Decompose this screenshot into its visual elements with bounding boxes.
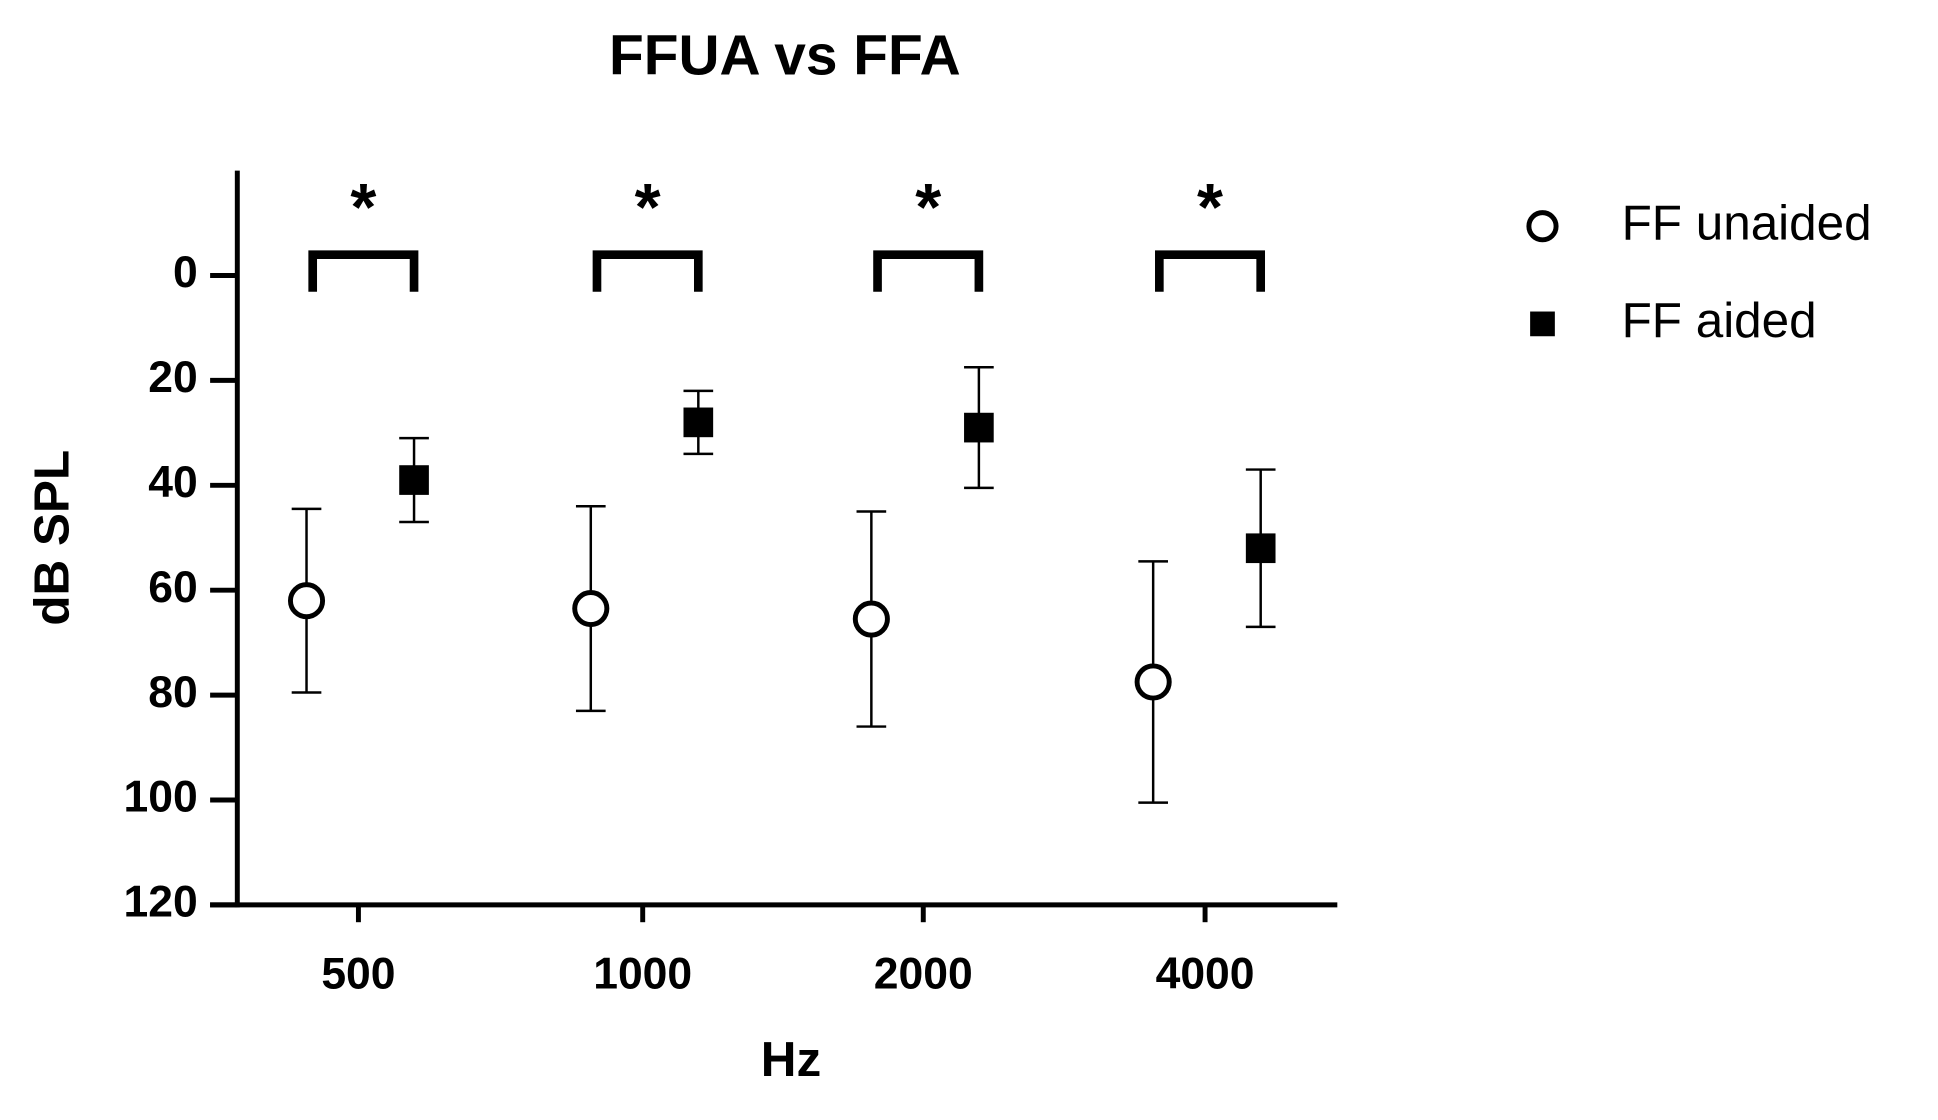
significance-bracket	[308, 250, 419, 292]
significance-label: *	[915, 171, 941, 245]
y-tick-label: 20	[148, 353, 197, 402]
marker	[1245, 533, 1276, 564]
x-tick-label: 4000	[1156, 949, 1255, 998]
y-tick-label: 0	[173, 248, 198, 297]
significance-label: *	[1197, 171, 1223, 245]
marker	[852, 600, 890, 638]
x-tick-label: 1000	[593, 949, 692, 998]
legend-label: FF aided	[1622, 293, 1817, 348]
marker	[683, 407, 714, 438]
marker	[287, 582, 326, 620]
marker	[964, 412, 994, 443]
marker	[572, 590, 610, 628]
x-axis-label: Hz	[761, 1032, 821, 1087]
significance-bracket	[592, 250, 703, 292]
legend-marker	[1530, 311, 1555, 337]
y-tick-label: 40	[148, 458, 197, 507]
y-tick-label: 80	[148, 668, 197, 717]
x-tick-label: 500	[321, 949, 395, 998]
significance-bracket	[873, 250, 984, 292]
x-tick-label: 2000	[874, 949, 973, 998]
marker	[1134, 663, 1172, 701]
marker	[399, 465, 429, 495]
legend-label: FF unaided	[1622, 195, 1872, 250]
legend-marker	[1526, 210, 1559, 243]
y-tick-label: 60	[148, 563, 197, 612]
y-axis-label: dB SPL	[25, 450, 80, 626]
y-tick-label: 120	[124, 878, 198, 927]
significance-label: *	[350, 171, 376, 245]
significance-label: *	[635, 171, 661, 245]
chart-title: FFUA vs FFA	[609, 24, 961, 87]
significance-bracket	[1155, 250, 1266, 292]
y-tick-label: 100	[124, 773, 198, 822]
